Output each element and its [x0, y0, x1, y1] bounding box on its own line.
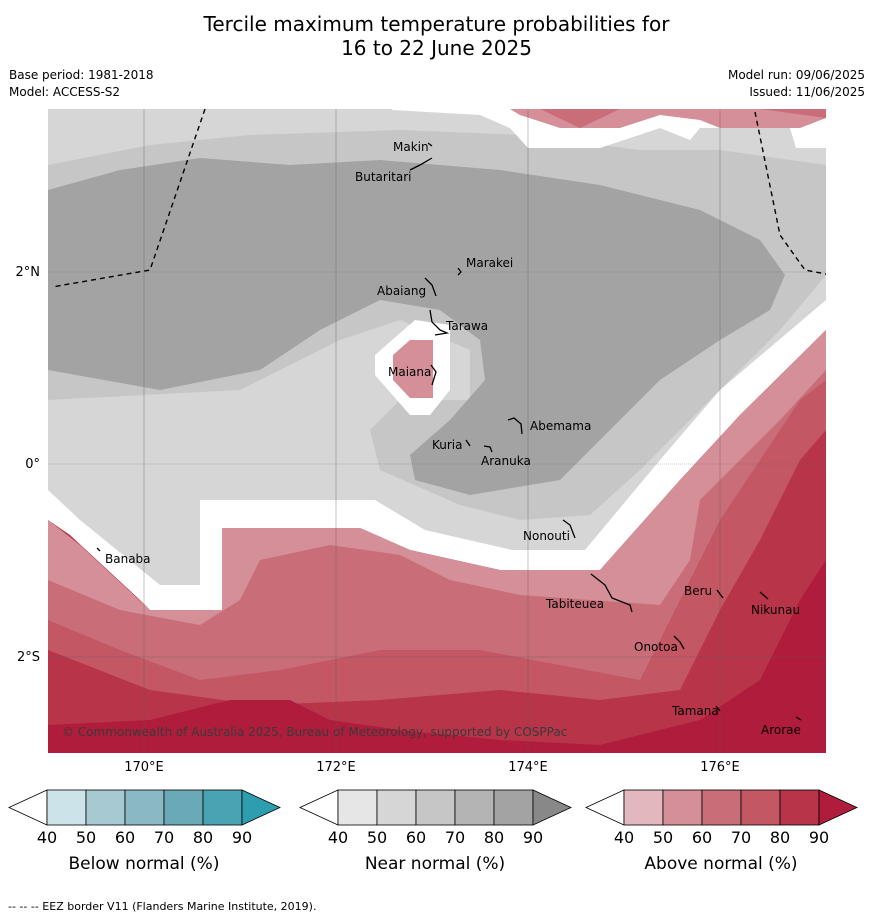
colorbar-below-tick: 70: [153, 828, 175, 847]
lon-label: 170°E: [124, 760, 164, 775]
lat-label: 0°: [25, 457, 40, 472]
copyright-notice: © Commonwealth of Australia 2025, Bureau…: [62, 725, 567, 739]
place-label: Tamana: [671, 704, 719, 718]
eez-footer-note: -- -- -- EEZ border V11 (Flanders Marine…: [8, 900, 317, 913]
colorbar-below-segment: [163, 789, 204, 826]
colorbar-above-segment: [701, 789, 742, 826]
lon-label: 172°E: [316, 760, 356, 775]
colorbar-below-tick: 60: [114, 828, 136, 847]
colorbar-below-tick: 50: [75, 828, 97, 847]
above-normal-80-field: [48, 560, 826, 753]
colorbar-near-tick: 60: [405, 828, 427, 847]
colorbar-near-high-triangle: [532, 789, 572, 826]
colorbar-above-tick: 70: [730, 828, 752, 847]
lat-label: 2°S: [16, 650, 40, 665]
maiana-above-pocket: [393, 340, 433, 398]
gridlines: [48, 109, 826, 753]
colorbar-near-low-triangle: [299, 789, 339, 826]
meta-right: Model run: 09/06/2025 Issued: 11/06/2025: [728, 67, 865, 101]
place-label: Marakei: [466, 256, 513, 270]
colorbar-title-above: Above normal (%): [644, 854, 798, 874]
colorbar-above-tick: 40: [613, 828, 635, 847]
colorbar-near-tick: 70: [444, 828, 466, 847]
place-label: Onotoa: [634, 640, 678, 654]
colorbar-near-tick: 50: [366, 828, 388, 847]
colorbar-above-tick: 80: [769, 828, 791, 847]
colorbar-near-segment: [415, 789, 456, 826]
place-label: Nonouti: [523, 529, 570, 543]
colorbar-below-segment: [85, 789, 126, 826]
colorbar-title-below: Below normal (%): [68, 854, 220, 874]
place-label: Tarawa: [445, 319, 488, 333]
place-label: Maiana: [388, 365, 431, 379]
colorbar-above-segment: [662, 789, 703, 826]
colorbar-above-tick: 90: [808, 828, 830, 847]
colorbar-near-tick: 40: [327, 828, 349, 847]
colorbar-near-segment: [454, 789, 495, 826]
colorbar-below-segment: [124, 789, 165, 826]
colorbar-near-tick: 90: [522, 828, 544, 847]
colorbar-below-tick: 80: [192, 828, 214, 847]
model-name: Model: ACCESS-S2: [9, 85, 121, 99]
title-line-1: Tercile maximum temperature probabilitie…: [203, 12, 670, 36]
place-label: Aranuka: [481, 454, 531, 468]
place-label: Tabiteuea: [545, 597, 604, 611]
colorbar-above-high-triangle: [818, 789, 858, 826]
colorbar-above-tick: 50: [652, 828, 674, 847]
colorbar-below-high-triangle: [241, 789, 281, 826]
title-line-2: 16 to 22 June 2025: [341, 36, 532, 60]
colorbar-near-segment: [376, 789, 417, 826]
colorbar-above-segment: [740, 789, 781, 826]
colorbar-near-segment: [337, 789, 378, 826]
issued-date: Issued: 11/06/2025: [749, 85, 865, 99]
colorbar-above-tick: 60: [691, 828, 713, 847]
white-band: [48, 300, 826, 610]
place-label: Arorae: [761, 723, 801, 737]
eez-borders: [51, 109, 826, 288]
meta-left: Base period: 1981-2018 Model: ACCESS-S2: [9, 67, 154, 101]
colorbar-below-segment: [46, 789, 87, 826]
colorbar-near-segment: [493, 789, 534, 826]
place-labels: Makin Butaritari Marakei Abaiang Tarawa …: [105, 140, 801, 737]
model-run: Model run: 09/06/2025: [727, 68, 865, 82]
lon-label: 176°E: [700, 760, 740, 775]
colorbar-near-tick: 80: [483, 828, 505, 847]
island-coastlines: [96, 142, 802, 721]
top-above-core: [540, 109, 620, 128]
colorbar-below-tick: 90: [231, 828, 253, 847]
place-label: Kuria: [432, 438, 463, 452]
near-normal-60-field: [48, 158, 785, 495]
colorbar-above-segment: [779, 789, 820, 826]
place-label: Makin: [393, 140, 429, 154]
colorbar-below-segment: [202, 789, 243, 826]
place-label: Abaiang: [377, 284, 426, 298]
map-title: Tercile maximum temperature probabilitie…: [0, 12, 873, 60]
base-period: Base period: 1981-2018: [9, 68, 154, 82]
top-right-core: [760, 109, 826, 118]
place-label: Nikunau: [751, 603, 800, 617]
map-fields: [48, 109, 826, 753]
lon-label: 174°E: [508, 760, 548, 775]
place-label: Abemama: [530, 419, 591, 433]
lat-label: 2°N: [15, 265, 41, 280]
colorbar-title-near: Near normal (%): [364, 854, 506, 874]
place-label: Butaritari: [355, 170, 412, 184]
colorbar-below-low-triangle: [8, 789, 48, 826]
place-label: Banaba: [105, 552, 151, 566]
colorbar-above-low-triangle: [585, 789, 625, 826]
place-label: Beru: [684, 584, 712, 598]
colorbars: [8, 789, 858, 826]
colorbar-below-tick: 40: [36, 828, 58, 847]
colorbar-above-segment: [623, 789, 664, 826]
